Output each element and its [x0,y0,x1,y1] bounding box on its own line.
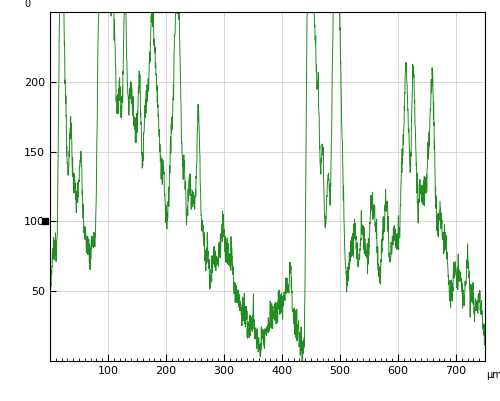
Text: 0: 0 [24,0,30,8]
X-axis label: µm: µm [486,370,500,380]
